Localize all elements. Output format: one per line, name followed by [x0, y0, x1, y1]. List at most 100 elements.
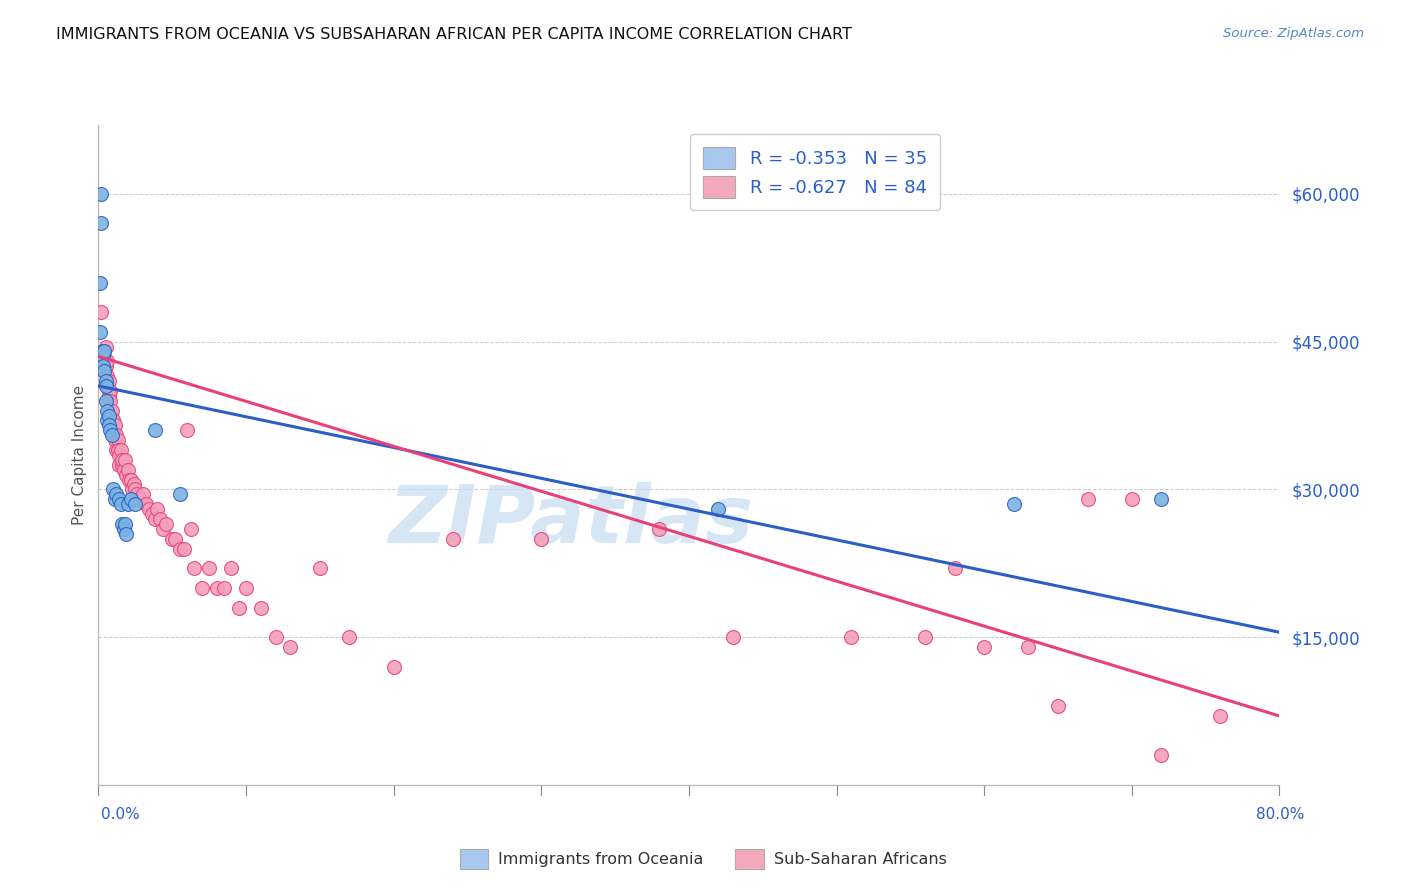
Point [115, 467, 138, 482]
Point [146, 502, 169, 516]
Point [723, 630, 745, 644]
Point [648, 522, 671, 536]
Legend: R = -0.353   N = 35, R = -0.627   N = 84: R = -0.353 N = 35, R = -0.627 N = 84 [690, 134, 939, 211]
Point [914, 630, 936, 644]
Point [152, 522, 174, 536]
Point [128, 492, 150, 507]
Legend: Immigrants from Oceania, Sub-Saharan Africans: Immigrants from Oceania, Sub-Saharan Afr… [453, 843, 953, 875]
Point [382, 659, 405, 673]
Point [121, 483, 143, 497]
Point [183, 561, 205, 575]
Point [441, 532, 464, 546]
Point [90, 305, 112, 319]
Point [105, 442, 128, 457]
Point [707, 502, 730, 516]
Point [96, 369, 118, 384]
Point [94, 340, 117, 354]
Point [100, 413, 122, 427]
Point [100, 403, 122, 417]
Point [143, 512, 166, 526]
Text: 80.0%: 80.0% [1257, 807, 1305, 822]
Point [91, 350, 114, 364]
Point [1150, 748, 1173, 763]
Point [96, 354, 118, 368]
Point [91, 359, 114, 374]
Point [91, 344, 114, 359]
Point [124, 483, 146, 497]
Point [162, 532, 183, 546]
Point [173, 541, 195, 556]
Point [108, 458, 131, 472]
Point [169, 487, 191, 501]
Point [98, 423, 121, 437]
Point [91, 344, 114, 359]
Point [180, 522, 202, 536]
Point [94, 393, 117, 408]
Point [96, 379, 118, 393]
Point [169, 541, 191, 556]
Point [219, 561, 242, 575]
Point [149, 512, 172, 526]
Point [98, 384, 121, 398]
Y-axis label: Per Capita Income: Per Capita Income [72, 384, 87, 525]
Point [339, 630, 360, 644]
Point [118, 473, 141, 487]
Point [117, 463, 139, 477]
Point [973, 640, 995, 654]
Point [93, 364, 115, 378]
Point [111, 453, 134, 467]
Point [98, 393, 121, 408]
Point [235, 581, 257, 595]
Point [93, 364, 115, 378]
Point [943, 561, 966, 575]
Point [278, 640, 302, 654]
Point [107, 442, 129, 457]
Point [1017, 640, 1039, 654]
Text: IMMIGRANTS FROM OCEANIA VS SUBSAHARAN AFRICAN PER CAPITA INCOME CORRELATION CHAR: IMMIGRANTS FROM OCEANIA VS SUBSAHARAN AF… [56, 27, 852, 42]
Point [841, 630, 863, 644]
Point [94, 374, 117, 388]
Point [212, 581, 235, 595]
Point [176, 423, 198, 437]
Point [205, 581, 228, 595]
Point [1046, 699, 1069, 714]
Point [1002, 497, 1025, 511]
Point [138, 502, 160, 516]
Point [93, 344, 115, 359]
Point [191, 581, 214, 595]
Point [107, 433, 129, 447]
Point [115, 526, 138, 541]
Point [120, 473, 142, 487]
Point [110, 442, 132, 457]
Point [228, 600, 250, 615]
Point [104, 433, 127, 447]
Point [132, 487, 155, 501]
Point [120, 492, 142, 507]
Point [97, 374, 120, 388]
Point [1209, 709, 1232, 723]
Point [103, 483, 125, 497]
Point [264, 630, 287, 644]
Point [117, 497, 139, 511]
Point [530, 532, 553, 546]
Point [1121, 492, 1143, 507]
Point [93, 350, 115, 364]
Text: 0.0%: 0.0% [101, 807, 141, 822]
Point [97, 418, 120, 433]
Point [111, 458, 134, 472]
Point [96, 413, 118, 427]
Point [90, 186, 112, 201]
Point [105, 428, 128, 442]
Point [141, 507, 163, 521]
Point [103, 413, 125, 427]
Point [108, 448, 131, 462]
Point [94, 379, 117, 393]
Point [143, 423, 166, 437]
Point [198, 561, 221, 575]
Point [124, 497, 146, 511]
Point [114, 453, 136, 467]
Text: ZIPatlas: ZIPatlas [388, 482, 754, 560]
Point [96, 403, 118, 417]
Point [122, 477, 145, 491]
Point [112, 522, 135, 536]
